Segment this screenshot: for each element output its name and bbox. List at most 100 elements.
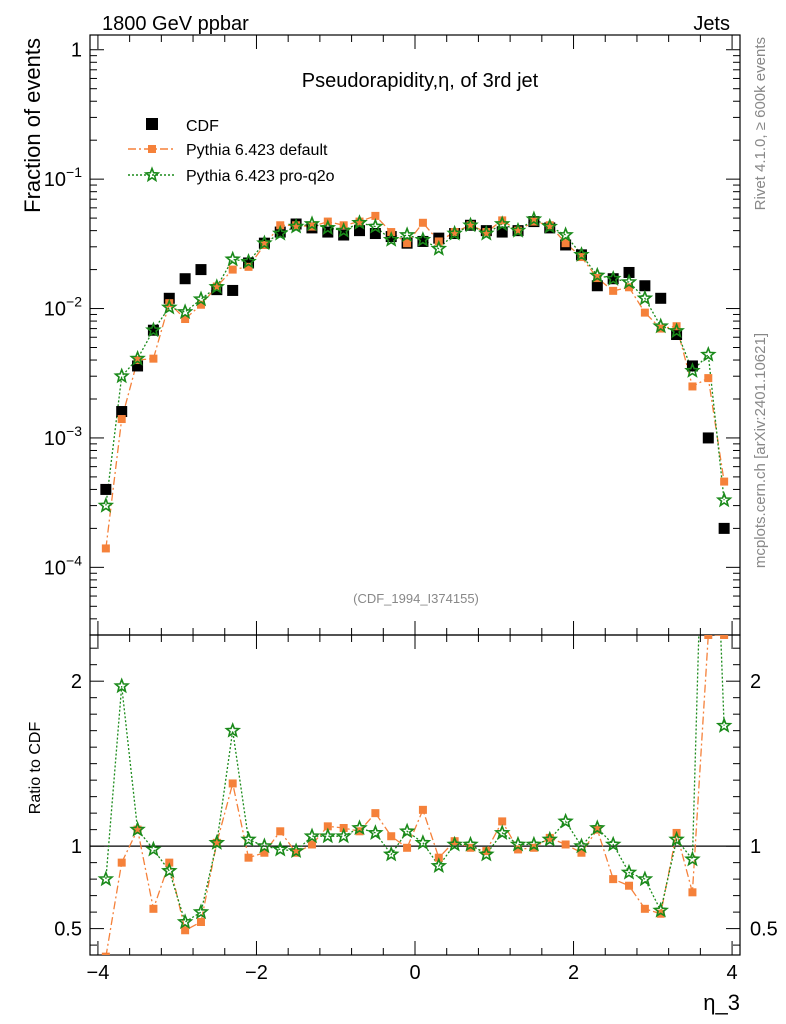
ratio-proq2o-point <box>620 863 638 880</box>
main-plot: 10−4 10−3 10−2 10−1 1 <box>44 34 741 636</box>
legend-cdf-label: CDF <box>186 118 219 135</box>
ratio-default-point <box>625 881 634 890</box>
proq2o-point <box>145 321 162 338</box>
proq2o-point <box>398 226 416 243</box>
legend: CDF Pythia 6.423 default Pythia 6.423 pr… <box>128 118 335 185</box>
ratio-default-point <box>196 918 205 927</box>
cdf-point <box>417 235 429 247</box>
ratio-proq2o-point <box>129 820 146 837</box>
proq2o-point <box>160 298 178 315</box>
proq2o-point <box>620 273 638 290</box>
proq2o-point <box>525 210 543 227</box>
default-series-line <box>105 215 725 549</box>
proq2o-point <box>557 226 574 243</box>
default-point <box>228 265 237 274</box>
x-tick-label: −4 <box>87 962 110 984</box>
header-right: Jets <box>693 13 730 35</box>
proq2o-point <box>97 496 115 513</box>
proq2o-point <box>367 217 384 234</box>
proq2o-point <box>493 215 511 232</box>
ratio-proq2o-point <box>715 716 733 733</box>
cdf-point <box>274 226 286 238</box>
ratio-default-point <box>688 888 697 897</box>
proq2o-point <box>588 266 606 283</box>
default-point <box>260 240 269 249</box>
default-point <box>117 415 126 424</box>
proq2o-point <box>446 224 463 241</box>
cdf-point <box>116 406 128 418</box>
default-point <box>688 382 697 391</box>
ratio-plot: 0.5 0.5 1 1 2 2 −4 −2 0 2 4 <box>54 634 778 984</box>
cdf-point <box>354 225 366 237</box>
ratio-default-point <box>403 843 412 852</box>
default-point <box>466 221 475 230</box>
default-point <box>418 218 427 227</box>
default-point <box>292 221 301 230</box>
x-tick-label: 4 <box>727 962 738 984</box>
header-left: 1800 GeV ppbar <box>102 13 249 35</box>
y-tick-label: 10−1 <box>44 164 82 191</box>
watermark: (CDF_1994_I374155) <box>353 591 479 606</box>
cdf-point <box>718 522 730 534</box>
mcplots-side-label: mcplots.cern.ch [arXiv:2401.10621] <box>752 333 769 568</box>
ratio-default-point <box>212 838 221 847</box>
ratio-default-point <box>276 827 285 836</box>
ratio-default-point <box>260 848 269 857</box>
legend-proq2o-marker <box>143 166 161 183</box>
ratio-default-point <box>133 825 142 834</box>
legend-proq2o-label: Pythia 6.423 pro-q2o <box>186 168 335 185</box>
default-point <box>545 221 554 230</box>
proq2o-point <box>462 216 479 233</box>
ratio-proq2o-point <box>462 835 479 852</box>
ratio-default-point <box>704 635 713 639</box>
ratio-proq2o-point <box>367 824 384 841</box>
ratio-default-point <box>498 817 507 826</box>
proq2o-series-line <box>105 218 725 506</box>
ratio-default-point <box>244 853 253 862</box>
cdf-point <box>338 229 350 241</box>
proq2o-point <box>541 217 559 234</box>
cdf-point <box>147 324 159 336</box>
proq2o-point <box>335 221 352 238</box>
ratio-proq2o-point <box>192 903 210 920</box>
ratio-y-tick-label-right: 0.5 <box>750 919 778 941</box>
proq2o-point <box>699 346 717 362</box>
ratio-proq2o-point <box>256 837 273 854</box>
proq2o-point <box>604 269 622 286</box>
ratio-proq2o-point <box>557 812 574 829</box>
plot-title: Pseudorapidity,η, of 3rd jet <box>302 70 539 92</box>
x-tick-label: 0 <box>409 962 420 984</box>
ratio-series-group <box>97 635 733 955</box>
y-tick-label: 10−3 <box>44 423 82 450</box>
x-tick-label: −2 <box>245 962 268 984</box>
ratio-proq2o-point <box>351 819 368 835</box>
cdf-point <box>496 226 508 238</box>
ratio-proq2o-point <box>588 819 606 835</box>
ratio-proq2o-point <box>509 835 527 852</box>
cdf-point <box>227 284 239 296</box>
y-tick-label: 10−4 <box>44 552 82 579</box>
ratio-default-point <box>292 848 301 857</box>
ratio-proq2o-point <box>208 834 226 850</box>
y-axis-label: Fraction of events <box>20 38 45 213</box>
cdf-point <box>132 360 144 372</box>
default-point <box>196 300 205 309</box>
ratio-default-point <box>387 832 396 841</box>
cdf-point <box>607 273 619 285</box>
y-tick-label: 1 <box>71 40 82 62</box>
default-point <box>450 228 459 237</box>
proq2o-point <box>351 214 368 230</box>
proq2o-point <box>303 215 321 232</box>
ratio-proq2o-point <box>493 824 511 840</box>
default-point <box>720 477 729 486</box>
proq2o-point <box>573 246 590 262</box>
legend-cdf-marker <box>146 118 158 130</box>
proq2o-point <box>224 250 242 267</box>
ratio-default-point <box>117 858 126 867</box>
y-tick-label: 10−2 <box>44 294 82 321</box>
proq2o-point <box>240 252 257 269</box>
ratio-default-point <box>149 904 158 913</box>
cdf-point <box>702 432 714 444</box>
proq2o-point <box>636 289 654 306</box>
